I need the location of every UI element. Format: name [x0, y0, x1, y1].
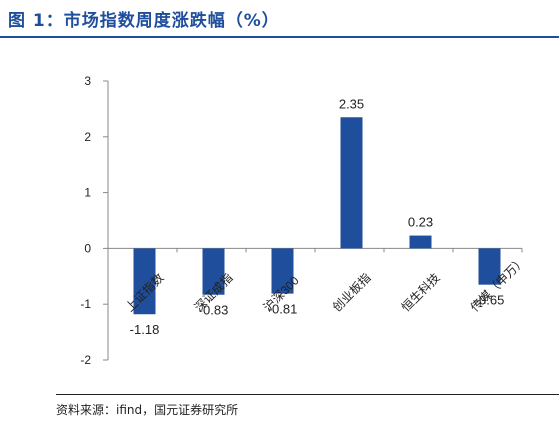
bar [340, 117, 363, 249]
data-label: -1.18 [130, 322, 160, 337]
y-axis: -2 -1 0 1 2 3 [80, 74, 109, 367]
footer-divider [56, 394, 559, 395]
bar [271, 248, 294, 294]
bars [133, 117, 501, 315]
data-label: 2.35 [339, 96, 364, 111]
x-axis [108, 247, 523, 253]
y-tick-label: -2 [80, 353, 91, 367]
data-labels: -1.18 -0.83 -0.81 2.35 0.23 -0.65 [130, 96, 505, 337]
category-label: 恒生科技 [399, 271, 443, 315]
bar [202, 248, 225, 295]
data-label: -0.83 [199, 303, 229, 318]
category-labels: 上证指数 深证成指 沪深300 创业板指 恒生科技 传媒（申万） [122, 253, 529, 315]
data-label: 0.23 [408, 215, 433, 230]
bar [478, 248, 501, 285]
bar [409, 235, 432, 249]
data-label: -0.65 [475, 293, 505, 308]
source-note: 资料来源：ifind，国元证券研究所 [56, 403, 239, 417]
title-divider [0, 36, 559, 38]
y-tick-label: 3 [84, 74, 91, 88]
category-label: 创业板指 [329, 270, 374, 315]
y-tick-label: 1 [84, 186, 91, 200]
y-tick-label: 2 [84, 130, 91, 144]
chart-title: 图 1：市场指数周度涨跌幅（%） [8, 11, 280, 31]
y-tick-label: -1 [80, 297, 91, 311]
bar [133, 248, 156, 315]
y-tick-label: 0 [84, 241, 91, 255]
data-label: -0.81 [268, 302, 298, 317]
